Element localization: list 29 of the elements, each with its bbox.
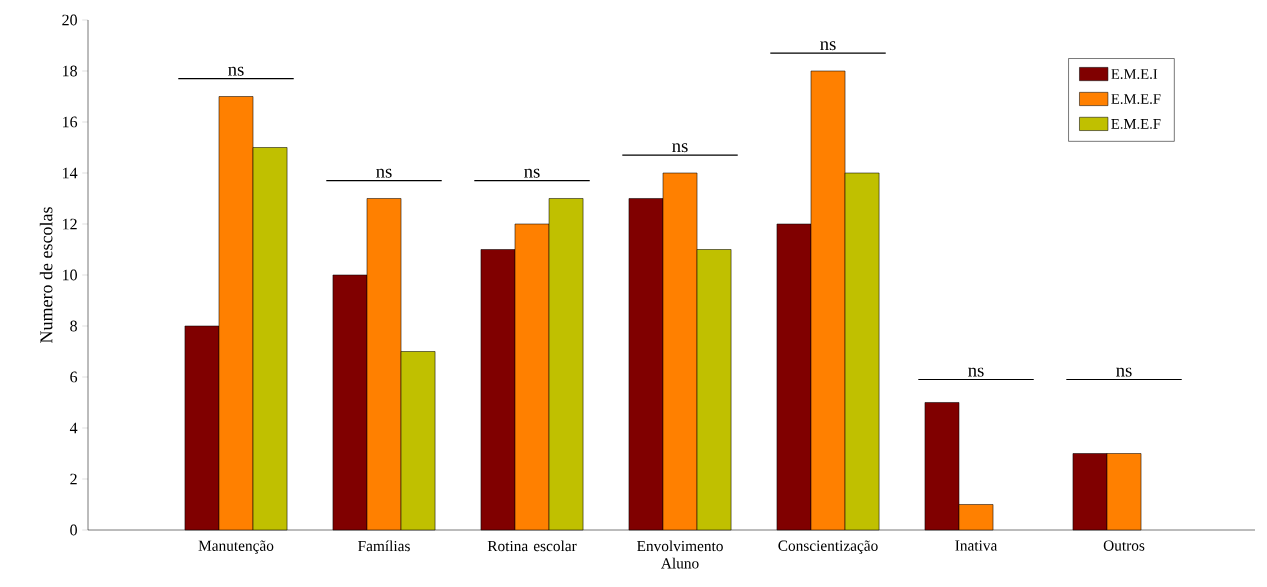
y-tick-label: 6 [70, 371, 78, 383]
annotation: ns [968, 367, 984, 377]
y-tick-label: 4 [69, 422, 78, 434]
x-tick-label: Manutenção [198, 540, 274, 554]
annotation: ns [376, 168, 392, 178]
y-tick-label: 14 [63, 167, 78, 179]
x-tick-label: Famílias [358, 540, 410, 552]
x-tick-label: Conscientização [778, 540, 878, 554]
y-tick-label: 8 [70, 320, 77, 332]
legend-label: E.M.E.F [1111, 94, 1161, 104]
y-axis-title: Numero de escolas [39, 207, 53, 343]
y-tick-label: 12 [63, 218, 77, 230]
annotation: ns [672, 143, 688, 153]
y-tick-label: 0 [70, 524, 77, 536]
annotation: ns [1116, 367, 1132, 377]
y-tick-label: 20 [62, 14, 77, 26]
x-tick-label: Inativa [955, 540, 998, 551]
y-tick-label: 10 [63, 269, 77, 281]
y-tick-label: 2 [70, 473, 77, 485]
annotation: ns [228, 66, 244, 76]
x-tick-label: Outros [1103, 540, 1145, 551]
y-tick-label: 16 [63, 116, 78, 128]
annotation: ns [524, 168, 540, 178]
legend-label: E.M.E.F [1111, 119, 1161, 129]
x-tick-label: Rotina escolar [487, 540, 577, 552]
annotation: ns [820, 41, 836, 51]
y-tick-label: 18 [63, 65, 77, 77]
x-tick-label: Envolvimento Aluno [637, 540, 723, 569]
legend-label: E.M.E.I [1111, 69, 1158, 79]
